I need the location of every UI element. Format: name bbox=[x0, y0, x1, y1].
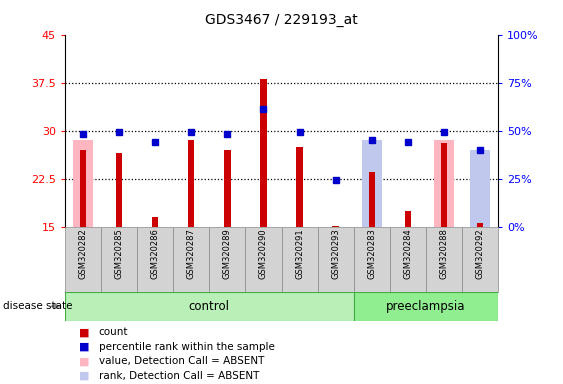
Bar bbox=[426, 227, 462, 292]
Bar bbox=[318, 227, 354, 292]
Bar bbox=[224, 150, 231, 227]
Bar bbox=[152, 217, 158, 227]
Text: GSM320283: GSM320283 bbox=[367, 228, 376, 280]
Bar bbox=[477, 223, 484, 227]
Bar bbox=[369, 172, 375, 227]
Bar bbox=[390, 227, 426, 292]
Text: GSM320284: GSM320284 bbox=[404, 228, 413, 279]
Bar bbox=[354, 292, 498, 321]
Text: GSM320288: GSM320288 bbox=[440, 228, 449, 280]
Bar bbox=[173, 227, 209, 292]
Bar bbox=[441, 143, 448, 227]
Bar bbox=[245, 227, 282, 292]
Bar bbox=[65, 292, 354, 321]
Text: GSM320282: GSM320282 bbox=[78, 228, 87, 279]
Bar bbox=[137, 227, 173, 292]
Bar bbox=[79, 150, 86, 227]
Text: GSM320293: GSM320293 bbox=[331, 228, 340, 279]
Text: GSM320286: GSM320286 bbox=[150, 228, 159, 280]
Text: GSM320290: GSM320290 bbox=[259, 228, 268, 279]
Text: ■: ■ bbox=[79, 342, 90, 352]
Text: GSM320287: GSM320287 bbox=[187, 228, 196, 280]
Bar bbox=[73, 140, 93, 227]
Text: GSM320289: GSM320289 bbox=[223, 228, 232, 279]
Bar bbox=[354, 227, 390, 292]
Bar bbox=[434, 140, 454, 227]
Text: GSM320292: GSM320292 bbox=[476, 228, 485, 279]
Text: preeclampsia: preeclampsia bbox=[386, 300, 466, 313]
Text: percentile rank within the sample: percentile rank within the sample bbox=[99, 342, 274, 352]
Bar bbox=[462, 227, 498, 292]
Bar bbox=[260, 79, 267, 227]
Text: control: control bbox=[189, 300, 230, 313]
Bar bbox=[470, 150, 490, 227]
Bar bbox=[188, 140, 194, 227]
Bar bbox=[101, 227, 137, 292]
Bar bbox=[209, 227, 245, 292]
Text: ■: ■ bbox=[79, 327, 90, 337]
Text: value, Detection Call = ABSENT: value, Detection Call = ABSENT bbox=[99, 356, 264, 366]
Text: GSM320291: GSM320291 bbox=[295, 228, 304, 279]
Text: ■: ■ bbox=[79, 356, 90, 366]
Text: disease state: disease state bbox=[3, 301, 72, 311]
Text: GSM320285: GSM320285 bbox=[114, 228, 123, 279]
Text: count: count bbox=[99, 327, 128, 337]
Bar bbox=[405, 210, 411, 227]
Text: GDS3467 / 229193_at: GDS3467 / 229193_at bbox=[205, 13, 358, 27]
Bar bbox=[65, 227, 101, 292]
Bar bbox=[282, 227, 318, 292]
Bar bbox=[296, 147, 303, 227]
Bar bbox=[362, 140, 382, 227]
Text: ■: ■ bbox=[79, 371, 90, 381]
Bar bbox=[332, 226, 339, 227]
Text: rank, Detection Call = ABSENT: rank, Detection Call = ABSENT bbox=[99, 371, 259, 381]
Bar bbox=[115, 153, 122, 227]
